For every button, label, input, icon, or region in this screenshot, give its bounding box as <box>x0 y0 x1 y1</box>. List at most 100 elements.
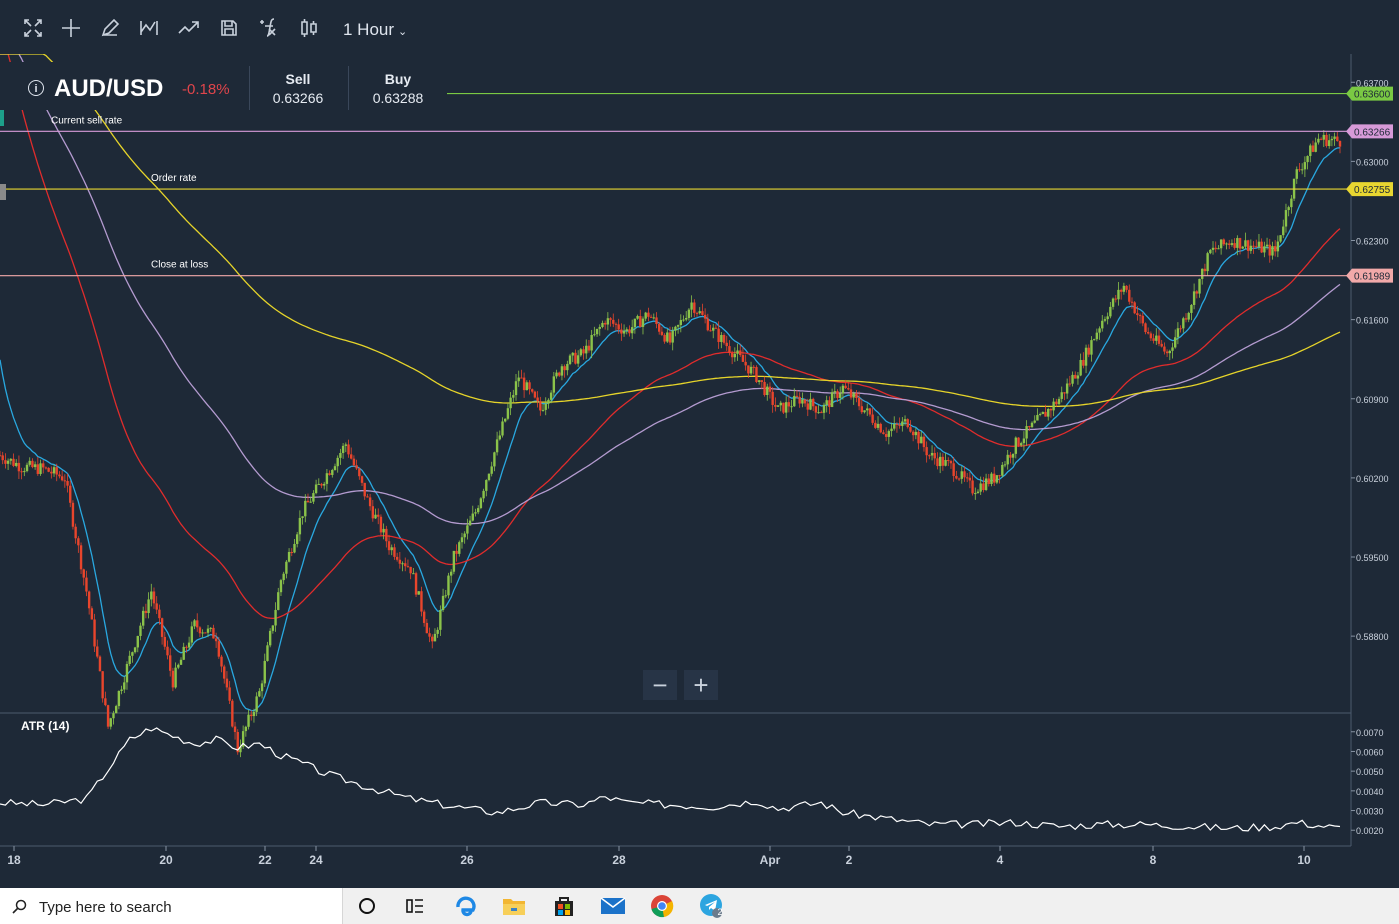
channel-icon[interactable] <box>134 13 164 43</box>
candle-body <box>784 402 788 413</box>
sell-label[interactable]: Sell <box>285 71 311 87</box>
draw-icon[interactable] <box>95 13 125 43</box>
price-tick-label: 0.61600 <box>1356 316 1389 326</box>
candle-body <box>655 317 658 324</box>
candle-body <box>1152 338 1155 341</box>
candle-body <box>817 412 820 414</box>
buy-price[interactable]: 0.63288 <box>372 90 424 106</box>
candle-body <box>833 391 836 393</box>
instrument-symbol: AUD/USD <box>54 75 164 102</box>
candle-body <box>1076 375 1080 379</box>
candle-body <box>206 628 210 633</box>
candle-body <box>1287 207 1290 211</box>
candle-body <box>747 365 750 374</box>
candle-body <box>193 620 196 627</box>
trendline-icon[interactable] <box>174 13 204 43</box>
position-marker <box>0 100 4 126</box>
candle-body <box>1125 285 1128 290</box>
candle-body <box>1130 301 1134 303</box>
candle-body <box>984 478 988 491</box>
candle-body <box>936 458 939 467</box>
candle-body <box>587 345 591 351</box>
candle-body <box>1 455 4 461</box>
info-icon[interactable]: i <box>28 80 44 96</box>
taskbar-search-box[interactable]: Type here to search <box>0 888 343 924</box>
candle-body <box>1033 420 1036 423</box>
candle-body <box>630 327 634 334</box>
candle-body <box>814 406 818 413</box>
candle-body <box>1236 238 1239 248</box>
candle-body <box>177 664 180 668</box>
candle-body <box>517 377 520 382</box>
candle-body <box>933 452 936 459</box>
candle-body <box>1106 316 1109 320</box>
candle-body <box>228 687 231 701</box>
indicator-icon[interactable] <box>253 13 283 43</box>
crosshair-icon[interactable] <box>56 13 86 43</box>
file-explorer-icon[interactable] <box>490 888 538 924</box>
candle-body <box>1090 340 1093 355</box>
fullscreen-icon[interactable] <box>18 13 48 43</box>
candle-body <box>328 473 331 475</box>
candle-body <box>1109 306 1112 317</box>
telegram-icon[interactable]: 2 <box>688 888 736 924</box>
candle-body <box>941 456 945 466</box>
zoom-out-button[interactable]: − <box>643 670 677 700</box>
candle-body <box>1047 408 1050 417</box>
save-icon[interactable] <box>214 13 244 43</box>
candle-body <box>198 627 202 634</box>
task-view-icon[interactable] <box>391 888 439 924</box>
candle-body <box>1195 291 1199 294</box>
candle-body <box>1098 328 1101 333</box>
candle-body <box>428 633 431 637</box>
candle-body <box>887 431 891 437</box>
candle-body <box>868 408 872 415</box>
candle-body <box>1055 401 1058 405</box>
candle-body <box>1271 246 1274 256</box>
sell-price[interactable]: 0.63266 <box>272 90 324 106</box>
candle-body <box>58 474 61 477</box>
chevron-down-icon: ⌄ <box>398 26 408 38</box>
price-chart[interactable]: 0.63600 Current sell rate 0.63266 Order rat… <box>0 54 1399 888</box>
stop-loss-tag <box>1346 268 1393 283</box>
store-icon[interactable] <box>540 888 588 924</box>
candle-body <box>1001 464 1004 476</box>
candle-body <box>976 491 980 494</box>
candle-body <box>439 610 442 630</box>
edge-browser-icon[interactable] <box>442 888 490 924</box>
price-change: -0.18% <box>182 81 230 98</box>
candle-body <box>69 485 72 503</box>
time-tick-label: 8 <box>1150 853 1157 867</box>
chrome-icon[interactable] <box>638 888 686 924</box>
candle-body <box>1084 347 1088 366</box>
candle-body <box>668 332 672 343</box>
zoom-in-button[interactable]: + <box>684 670 718 700</box>
candle-body <box>706 318 710 331</box>
candle-body <box>882 432 885 435</box>
candle-body <box>1317 138 1320 143</box>
candle-body <box>1225 243 1228 245</box>
time-tick-label: 18 <box>7 853 21 867</box>
candle-body <box>1327 140 1331 147</box>
candle-body <box>774 404 777 407</box>
timeframe-dropdown[interactable]: 1 Hour ⌄ <box>343 20 407 40</box>
candle-body <box>1014 437 1018 454</box>
candle-body <box>1144 323 1147 333</box>
candle-body <box>128 655 131 664</box>
chart-type-icon[interactable] <box>294 13 324 43</box>
cortana-icon[interactable] <box>343 888 391 924</box>
windows-taskbar: Type here to search 2 <box>0 888 1399 924</box>
candle-body <box>209 627 212 629</box>
candle-body <box>174 667 177 688</box>
candle-body <box>803 399 807 404</box>
candle-body <box>952 463 955 476</box>
candle-body <box>1063 392 1066 394</box>
candle-body <box>120 689 123 691</box>
candle-body <box>401 563 404 565</box>
candle-body <box>736 350 739 354</box>
candle-body <box>344 444 348 446</box>
buy-label[interactable]: Buy <box>384 71 412 87</box>
candle-body <box>739 350 742 356</box>
candle-body <box>741 355 745 362</box>
mail-icon[interactable] <box>589 888 637 924</box>
